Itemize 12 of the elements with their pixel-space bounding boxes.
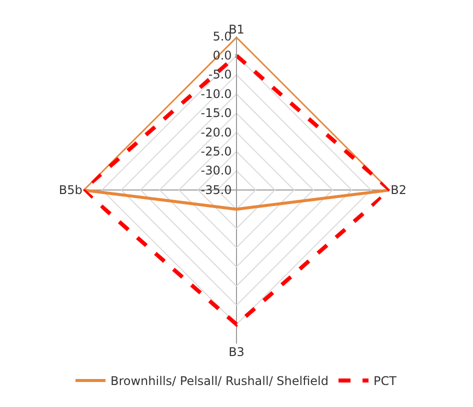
- spoke-label: B3: [228, 345, 244, 360]
- y-tick-label: -5.0: [208, 68, 232, 82]
- spoke-label: B2: [390, 183, 406, 198]
- legend-label: Brownhills/ Pelsall/ Rushall/ Shelfield: [110, 374, 329, 388]
- y-tick-label: -15.0: [200, 106, 232, 120]
- spoke-label: B5b: [58, 183, 82, 198]
- y-tick-label: -10.0: [200, 86, 232, 101]
- y-tick-label: -25.0: [200, 144, 232, 158]
- legend-label: PCT: [374, 374, 398, 388]
- y-tick-label: -30.0: [200, 164, 232, 178]
- y-tick-label: -35.0: [200, 182, 232, 197]
- y-tick-label: -20.0: [200, 125, 232, 140]
